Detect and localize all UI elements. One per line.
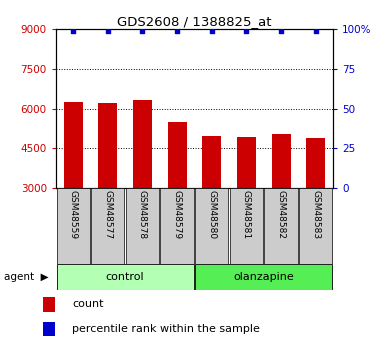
Point: [105, 28, 111, 34]
Text: GSM48559: GSM48559: [69, 190, 78, 239]
Bar: [299, 188, 332, 264]
Text: GSM48582: GSM48582: [276, 190, 286, 239]
Point: [209, 28, 215, 34]
Bar: [42, 322, 55, 336]
Bar: [57, 188, 90, 264]
Text: GSM48581: GSM48581: [242, 190, 251, 239]
Bar: [237, 137, 256, 188]
Text: control: control: [106, 272, 144, 282]
Point: [278, 28, 284, 34]
Bar: [133, 100, 152, 188]
Point: [139, 28, 146, 34]
Point: [70, 28, 76, 34]
Text: GSM48578: GSM48578: [138, 190, 147, 239]
Text: agent  ▶: agent ▶: [4, 272, 49, 282]
Text: count: count: [72, 299, 104, 309]
Bar: [64, 101, 83, 188]
Text: percentile rank within the sample: percentile rank within the sample: [72, 324, 260, 334]
Bar: [126, 188, 159, 264]
Point: [243, 28, 249, 34]
Bar: [306, 138, 325, 188]
Bar: [167, 122, 187, 188]
Bar: [57, 264, 194, 290]
Text: GSM48583: GSM48583: [311, 190, 320, 239]
Bar: [202, 136, 221, 188]
Bar: [195, 264, 332, 290]
Bar: [271, 134, 291, 188]
Title: GDS2608 / 1388825_at: GDS2608 / 1388825_at: [117, 15, 272, 28]
Point: [313, 28, 319, 34]
Bar: [98, 104, 117, 188]
Bar: [161, 188, 194, 264]
Text: GSM48579: GSM48579: [172, 190, 182, 239]
Bar: [195, 188, 228, 264]
Bar: [91, 188, 124, 264]
Point: [174, 28, 180, 34]
Bar: [42, 297, 55, 312]
Text: GSM48577: GSM48577: [103, 190, 112, 239]
Text: GSM48580: GSM48580: [207, 190, 216, 239]
Bar: [230, 188, 263, 264]
Bar: [264, 188, 298, 264]
Text: olanzapine: olanzapine: [233, 272, 294, 282]
